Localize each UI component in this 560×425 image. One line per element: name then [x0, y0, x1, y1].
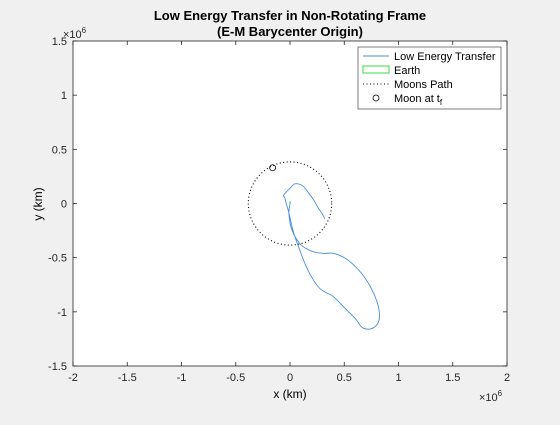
y-tick-label: 1	[61, 90, 67, 102]
x-tick-label: -1.5	[118, 372, 137, 384]
y-tick-label: 1.5	[52, 36, 67, 48]
x-tick-label: 1.5	[445, 372, 460, 384]
x-exponent-label: ×106	[479, 389, 503, 404]
x-tick-label: 0	[287, 372, 293, 384]
moon-final-marker	[269, 164, 277, 172]
y-tick-label: 0.5	[52, 144, 67, 156]
transfer-trajectory-line	[283, 183, 380, 330]
legend-label-moons-path: Moons Path	[394, 79, 453, 91]
legend: Low Energy Transfer Earth Moons Path Moo…	[357, 46, 502, 110]
x-tick-label: 2	[504, 372, 510, 384]
y-tick-label: 0	[61, 199, 67, 211]
legend-box	[357, 46, 502, 110]
x-tick-label: 0.5	[337, 372, 352, 384]
legend-swatch-earth	[362, 65, 390, 74]
ticks-layer: -2 -1.5 -1 -0.5 0 0.5 1 1.5 2-1.5-1-0.500.511.5	[48, 36, 510, 384]
data-layer	[247, 161, 380, 330]
x-axis-label: x (km)	[273, 387, 306, 401]
legend-label-moon: Moon at tf	[394, 93, 443, 107]
y-axis-label: y (km)	[31, 187, 45, 220]
x-tick-label: -1	[177, 372, 187, 384]
y-tick-label: -1	[57, 307, 67, 319]
x-tick-label: -2	[68, 372, 78, 384]
legend-label-transfer: Low Energy Transfer	[394, 51, 496, 63]
moons-path-line	[247, 161, 333, 246]
y-exponent-label: ×106	[63, 26, 87, 41]
y-tick-label: -0.5	[48, 253, 67, 265]
legend-swatch-moon	[372, 94, 380, 102]
y-tick-label: -1.5	[48, 361, 67, 373]
x-tick-label: 1	[395, 372, 401, 384]
chart-title-line-1: Low Energy Transfer in Non-Rotating Fram…	[154, 8, 426, 23]
chart-title-line-2: (E-M Barycenter Origin)	[217, 24, 363, 39]
x-tick-label: -0.5	[226, 372, 245, 384]
legend-label-earth: Earth	[394, 65, 420, 77]
